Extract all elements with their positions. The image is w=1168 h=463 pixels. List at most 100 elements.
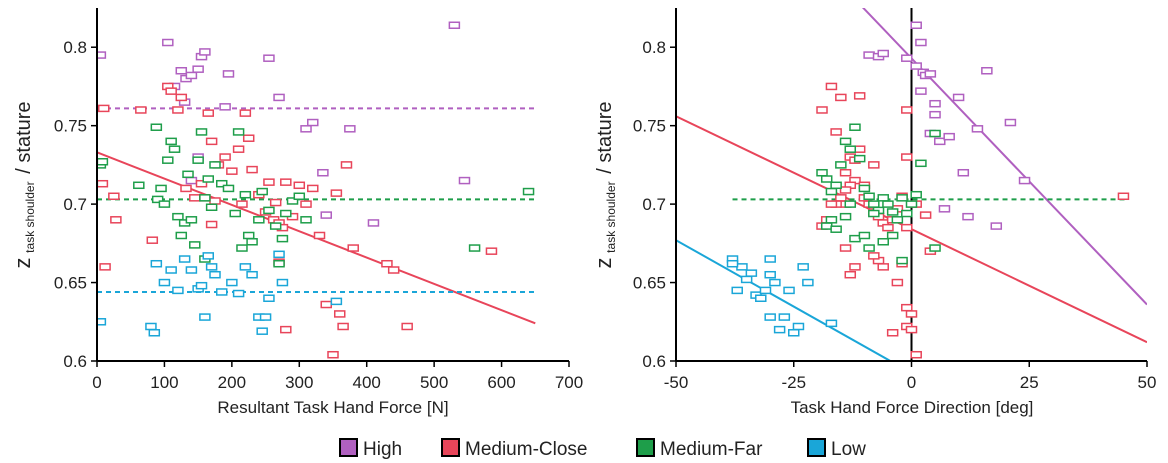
right-point-low <box>764 313 776 321</box>
right-point-high <box>910 21 922 30</box>
right-axis-ticks: -50 -25 0 25 50 0.6 0.65 0.7 0.75 0.8 <box>633 38 1157 392</box>
left-point-medium-close <box>307 184 319 193</box>
left-y-tick-label: 0.8 <box>63 38 87 57</box>
left-point-medium-close <box>330 189 343 197</box>
legend-swatch-medium-far <box>636 438 655 457</box>
right-point-low <box>736 263 748 271</box>
right-point-medium-close <box>905 310 918 318</box>
right-point-medium-close <box>830 128 842 136</box>
left-point-medium-far <box>168 145 181 153</box>
left-point-high <box>344 125 356 133</box>
left-point-medium-far <box>222 184 235 193</box>
left-point-medium-close <box>242 134 255 142</box>
left-point-high <box>222 70 235 78</box>
left-x-tick-label: 100 <box>150 373 178 392</box>
right-point-medium-far <box>929 129 941 138</box>
legend-label-high: High <box>363 439 402 460</box>
left-point-low <box>97 318 107 326</box>
left-point-medium-close <box>347 244 359 252</box>
right-point-medium-far <box>830 181 842 190</box>
right-point-medium-close <box>891 278 904 287</box>
left-point-medium-far <box>205 203 218 211</box>
right-point-high <box>863 51 875 59</box>
right-x-tick-label: 25 <box>1020 373 1039 392</box>
right-point-high <box>915 87 927 95</box>
left-point-low <box>178 255 191 263</box>
left-point-low <box>195 281 208 290</box>
legend-swatch-high <box>339 438 358 457</box>
left-point-medium-close <box>195 179 208 188</box>
left-point-high <box>307 118 319 127</box>
right-point-low <box>788 329 800 337</box>
left-point-low <box>276 278 289 287</box>
left-point-medium-far <box>293 192 306 201</box>
left-point-medium-close <box>293 181 306 190</box>
right-point-medium-far <box>882 200 894 208</box>
right-point-low <box>802 278 814 287</box>
right-y-tick-label: 0.75 <box>633 117 666 136</box>
left-point-medium-far <box>522 187 535 196</box>
left-point-medium-far <box>242 231 255 240</box>
left-point-medium-close <box>246 165 258 174</box>
left-point-medium-far <box>263 206 275 215</box>
left-point-low <box>256 327 268 335</box>
left-point-medium-close <box>97 104 110 113</box>
right-point-medium-close <box>901 303 913 312</box>
right-point-high <box>934 137 946 146</box>
left-point-medium-far <box>202 175 215 183</box>
left-point-medium-close <box>300 200 312 208</box>
right-point-medium-far <box>849 123 861 131</box>
legend-swatch-medium-close <box>441 438 460 457</box>
right-point-medium-close <box>839 244 852 252</box>
left-point-medium-far <box>215 179 228 188</box>
right-point-medium-close <box>835 93 847 102</box>
right-point-medium-close <box>853 92 866 100</box>
right-point-high <box>910 62 922 70</box>
right-point-low <box>825 319 838 328</box>
left-point-medium-close <box>175 93 188 102</box>
right-point-low <box>764 270 776 279</box>
right-point-high <box>1004 118 1017 127</box>
left-point-medium-close <box>97 179 109 188</box>
left-point-high <box>219 103 231 111</box>
right-point-medium-far <box>929 244 941 252</box>
right-point-medium-far <box>858 231 871 240</box>
right-point-high <box>929 99 941 108</box>
right-point-medium-far <box>849 234 861 243</box>
right-point-high <box>877 49 889 58</box>
left-point-high <box>185 71 198 80</box>
right-plot-area <box>676 8 1147 361</box>
right-point-high <box>943 132 955 141</box>
right-point-medium-close <box>849 263 861 271</box>
left-point-medium-close <box>280 325 292 334</box>
left-point-low <box>209 270 221 279</box>
right-point-high <box>901 54 913 62</box>
left-point-low <box>273 250 285 259</box>
left-x-tick-label: 400 <box>353 373 381 392</box>
left-point-medium-close <box>135 106 147 114</box>
left-point-low <box>199 313 211 321</box>
left-point-medium-close <box>226 167 238 175</box>
left-point-high <box>458 176 471 185</box>
right-point-medium-close <box>877 263 889 271</box>
right-y-tick-label: 0.6 <box>642 352 666 371</box>
left-point-medium-close <box>313 231 326 240</box>
left-point-medium-close <box>381 259 393 268</box>
right-point-medium-close <box>825 82 838 91</box>
left-point-low <box>158 278 171 287</box>
right-point-medium-far <box>877 238 889 246</box>
left-point-low <box>239 263 252 271</box>
left-point-low <box>232 289 245 298</box>
right-point-medium-far <box>839 212 852 221</box>
left-point-medium-far <box>246 238 258 246</box>
right-point-medium-far <box>816 168 828 177</box>
left-point-medium-far <box>133 181 145 190</box>
left-axis-ticks: 0 100 200 300 400 500 600 700 0.6 0.65 0.7 0.75 0.8 <box>54 38 583 392</box>
left-point-low <box>259 313 272 321</box>
right-scatter-chart: -50 -25 0 25 50 0.6 0.65 0.7 0.75 0.8 Task Hand F… <box>591 8 1157 417</box>
right-x-tick-label: 0 <box>907 373 916 392</box>
right-point-low <box>792 322 805 331</box>
legend-label-low: Low <box>831 439 866 460</box>
left-point-medium-close <box>320 300 333 309</box>
